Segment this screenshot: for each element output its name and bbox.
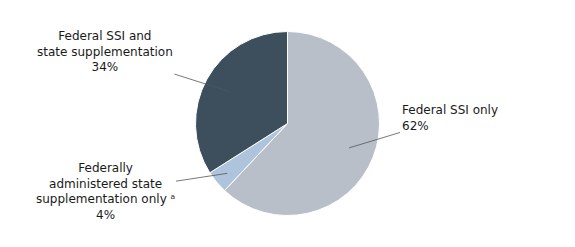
svg-text:Federallyadministered statesup: Federallyadministered statesupplementati… — [36, 161, 175, 222]
svg-text:Federal SSI only62%: Federal SSI only62% — [402, 103, 498, 133]
svg-text:Federal SSI andstate supplemen: Federal SSI andstate supplementation34% — [37, 29, 173, 74]
